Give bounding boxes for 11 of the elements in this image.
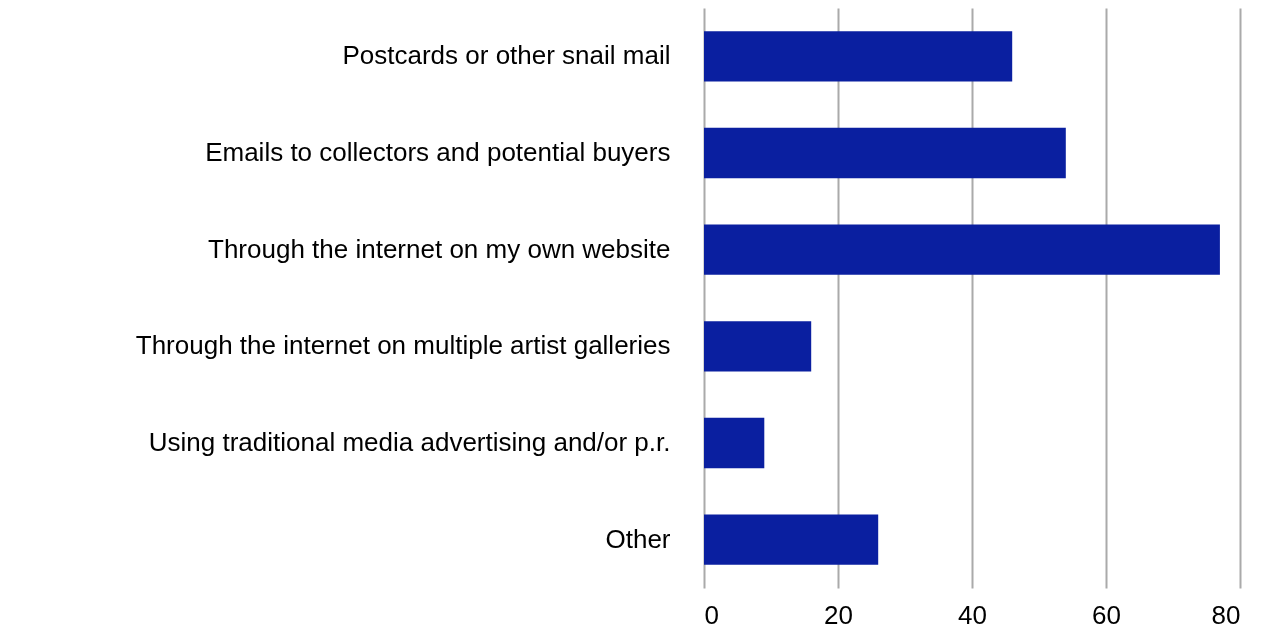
y-tick-label: Through the internet on my own website bbox=[208, 233, 671, 264]
y-tick-label: Using traditional media advertising and/or p.r. bbox=[148, 427, 671, 457]
y-tick-label: Other bbox=[605, 523, 671, 554]
y-tick-label: Postcards or other snail mail bbox=[342, 40, 671, 71]
x-tick-label: 80 bbox=[1211, 599, 1241, 630]
y-tick-label: Through the internet on multiple artist galleries bbox=[135, 330, 671, 361]
x-tick-label: 20 bbox=[824, 599, 853, 630]
x-tick-label: 0 bbox=[704, 599, 719, 630]
x-tick-label: 40 bbox=[958, 599, 987, 630]
y-tick-label: Emails to collectors and potential buyers bbox=[205, 137, 671, 167]
x-tick-label: 60 bbox=[1092, 599, 1121, 630]
